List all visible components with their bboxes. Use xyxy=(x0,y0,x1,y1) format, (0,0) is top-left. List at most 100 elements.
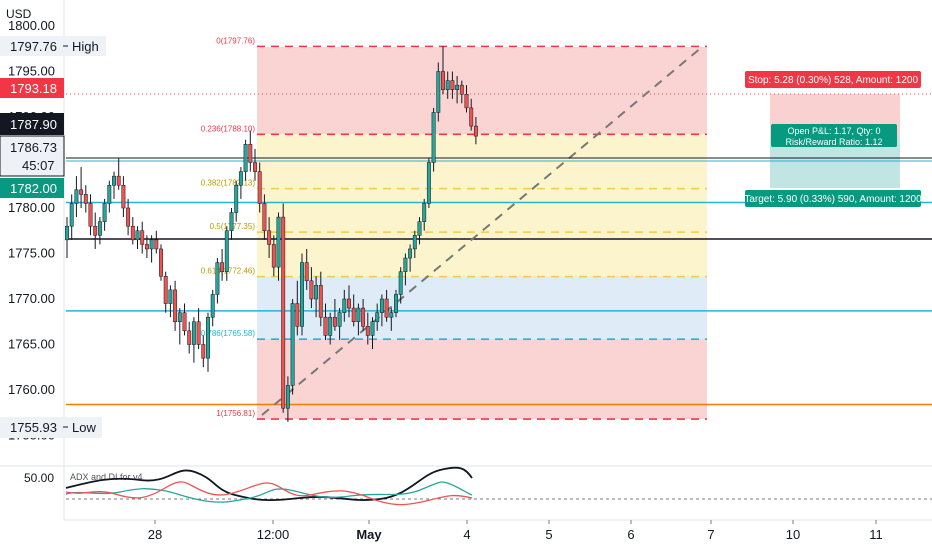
time-tick-label: 12:00 xyxy=(257,527,290,542)
time-axis[interactable]: 28 12:00 May 4 5 6 7 10 11 xyxy=(148,520,883,542)
candle-body xyxy=(389,312,394,318)
candle-body xyxy=(459,84,464,95)
candle-body xyxy=(408,248,413,259)
time-tick-label: May xyxy=(356,527,382,542)
fib-level-label: 0(1797.76) xyxy=(216,36,255,45)
candle-body xyxy=(431,112,436,163)
time-tick-label: 4 xyxy=(463,527,470,542)
price-tick-label: 1765.00 xyxy=(8,337,55,352)
fib-level-label: 1(1756.81) xyxy=(216,409,255,418)
candle-body xyxy=(436,71,441,113)
candle-body xyxy=(342,298,347,313)
candle-body xyxy=(445,80,450,90)
currency-label[interactable]: USD xyxy=(6,7,32,21)
time-tick-label: 11 xyxy=(869,527,883,542)
candle-body xyxy=(347,298,351,309)
indicator-axis-label: 50.00 xyxy=(24,471,54,485)
price-tick-label: 1770.00 xyxy=(8,291,55,306)
candle-body xyxy=(356,307,361,323)
adx-line xyxy=(65,466,473,502)
candle-body xyxy=(191,321,196,345)
time-tick-label: 5 xyxy=(545,527,552,542)
price-tag-2: 1786.73 45:07 xyxy=(0,135,65,177)
candle-body xyxy=(224,230,229,272)
stop-price-tag: 1793.18 xyxy=(0,78,64,98)
candle-body xyxy=(332,316,337,327)
fib-level-label: 0.786(1765.58) xyxy=(201,329,256,338)
price-tick-label: 1800.00 xyxy=(8,18,55,33)
candles xyxy=(65,46,478,422)
fib-zone-1 xyxy=(257,134,707,277)
candle-body xyxy=(314,285,319,300)
low-text: Low xyxy=(72,420,96,435)
candle-body xyxy=(177,312,182,322)
indicator-title[interactable]: ADX and DI for v4 xyxy=(70,472,143,482)
fib-level-label: 0.382(1782.13) xyxy=(201,179,256,188)
candle-body xyxy=(74,189,79,204)
candle-body xyxy=(450,80,455,90)
candle-body xyxy=(69,203,74,227)
candle-body xyxy=(159,248,163,277)
pnl-label[interactable]: Open P&L: 1.17, Qty: 0 Risk/Reward Ratio… xyxy=(771,124,897,147)
candle-body xyxy=(83,194,88,204)
candle-body xyxy=(121,185,126,209)
candle-body xyxy=(88,203,93,227)
candle-body xyxy=(473,125,478,137)
candle-body xyxy=(361,307,366,327)
high-label: 1797.76 High xyxy=(0,36,106,56)
candle-body xyxy=(140,230,145,245)
price-tag-2-text: 1786.73 xyxy=(10,140,57,155)
di-plus-line xyxy=(65,481,473,503)
candle-body xyxy=(351,307,356,323)
candle-body xyxy=(154,239,159,250)
candle-body xyxy=(455,84,460,90)
candle-body xyxy=(130,225,135,241)
candle-body xyxy=(295,303,300,327)
candle-body xyxy=(262,203,267,231)
target-price-text: 1782.00 xyxy=(10,181,57,196)
candle-body xyxy=(394,294,398,313)
candle-body xyxy=(464,94,469,109)
candle-body xyxy=(375,312,380,322)
candle-body xyxy=(187,330,192,345)
candle-body xyxy=(65,225,69,241)
target-price-tag: 1782.00 xyxy=(0,178,64,198)
candle-body xyxy=(97,221,102,236)
candle-body xyxy=(304,262,309,282)
time-tick-label: 10 xyxy=(786,527,800,542)
fib-zone-3 xyxy=(257,339,707,419)
time-tick-label: 28 xyxy=(148,527,162,542)
candle-body xyxy=(210,294,215,318)
candle-body xyxy=(290,303,295,386)
fibonacci-lines: 0(1797.76) 0.236(1788.10) 0.382(1782.13) 0.… xyxy=(201,36,707,420)
stop-price-text: 1793.18 xyxy=(10,81,57,96)
candle-body xyxy=(257,171,262,204)
candle-body xyxy=(116,175,121,186)
candle-body xyxy=(215,262,220,295)
price-tick-label: 1760.00 xyxy=(8,382,55,397)
fib-level-label: 0.236(1788.10) xyxy=(201,124,256,133)
low-label: 1755.93 Low xyxy=(0,417,102,438)
target-label[interactable]: Target: 5.90 (0.33%) 590, Amount: 1200 xyxy=(744,190,922,207)
candle-body xyxy=(281,216,286,409)
candle-body xyxy=(300,262,304,327)
candle-body xyxy=(469,107,474,127)
time-tick-label: 6 xyxy=(627,527,634,542)
current-price-tag: 1787.90 xyxy=(0,113,64,135)
candle-body xyxy=(422,203,427,222)
candle-body xyxy=(93,225,98,236)
candle-body xyxy=(168,289,173,304)
candle-body xyxy=(229,212,234,232)
stop-label[interactable]: Stop: 5.28 (0.30%) 528, Amount: 1200 xyxy=(745,71,921,88)
candle-body xyxy=(112,175,116,186)
di-minus-line xyxy=(65,481,473,506)
candle-body xyxy=(201,344,206,359)
candle-body xyxy=(337,312,342,327)
candle-body xyxy=(206,316,210,359)
candle-body xyxy=(426,162,431,204)
candle-body xyxy=(285,385,290,409)
candle-body xyxy=(135,230,140,241)
low-value: 1755.93 xyxy=(10,420,57,435)
